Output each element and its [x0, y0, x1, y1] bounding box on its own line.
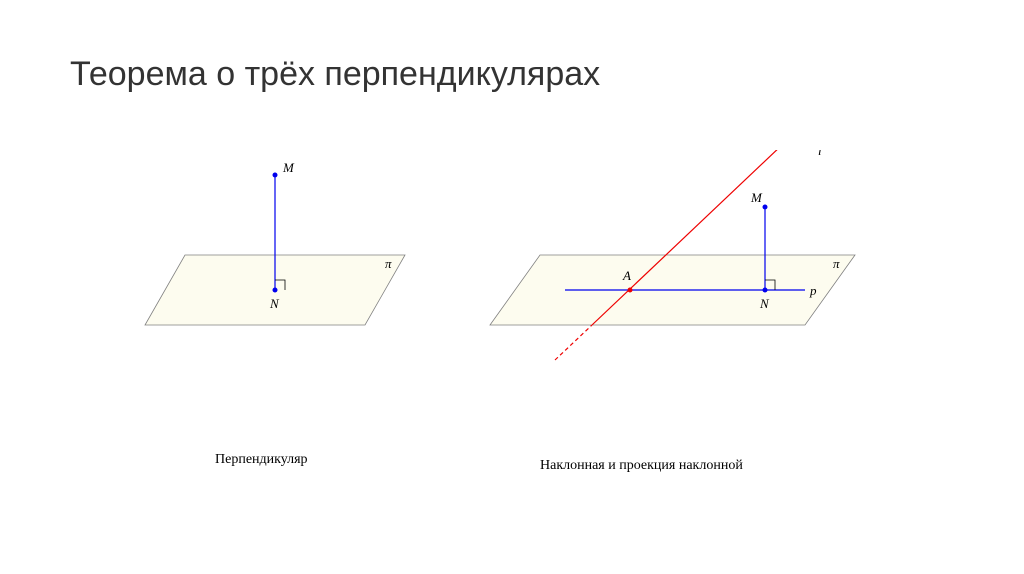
page-title: Теорема о трёх перпендикулярах	[70, 55, 600, 94]
oblique-svg: π l p M N A	[455, 150, 915, 400]
point-N-right	[763, 288, 768, 293]
point-M-left	[273, 173, 278, 178]
point-A-right	[628, 288, 633, 293]
point-M-right	[763, 205, 768, 210]
caption-left: Перпендикуляр	[215, 452, 308, 468]
point-M-label-left: M	[282, 160, 295, 175]
line-p-label: p	[809, 283, 817, 298]
plane-label-right: π	[833, 256, 840, 271]
line-l-label: l	[818, 150, 822, 158]
caption-right: Наклонная и проекция наклонной	[540, 458, 743, 474]
point-N-left	[273, 288, 278, 293]
diagram-oblique: π l p M N A	[455, 150, 915, 400]
perpendicular-svg: π M N	[115, 150, 435, 400]
line-l-dash	[555, 325, 592, 360]
plane-label-left: π	[385, 256, 392, 271]
diagram-perpendicular: π M N	[115, 150, 435, 400]
diagram-container: π M N π l	[0, 150, 1024, 450]
point-N-label-left: N	[269, 296, 280, 311]
point-N-label-right: N	[759, 296, 770, 311]
point-M-label-right: M	[750, 190, 763, 205]
point-A-label-right: A	[622, 268, 631, 283]
